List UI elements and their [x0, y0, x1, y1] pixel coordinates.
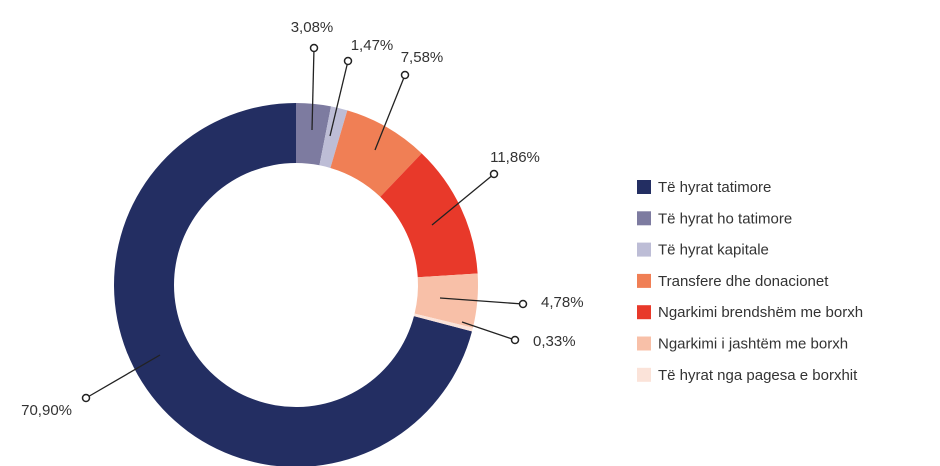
- leader-line: [374, 74, 406, 151]
- legend-swatch: [637, 242, 651, 257]
- leader-dot: [343, 56, 353, 66]
- leader-dot: [518, 299, 528, 309]
- data-label: 0,33%: [533, 333, 576, 350]
- legend-swatch: [637, 180, 651, 194]
- legend-label: Ngarkimi i jashtëm me borxh: [658, 335, 848, 352]
- leader-dot: [400, 70, 410, 80]
- data-label: 7,58%: [401, 49, 444, 66]
- slice: [296, 103, 332, 166]
- data-label: 3,08%: [291, 19, 334, 36]
- slice: [114, 103, 472, 466]
- legend-label: Të hyrat tatimore: [658, 179, 771, 196]
- leader-line: [439, 297, 524, 305]
- leader-line: [431, 173, 495, 226]
- leader-line: [311, 47, 315, 131]
- legend-swatch: [637, 273, 651, 288]
- legend-swatch: [637, 305, 651, 320]
- leader-dot: [489, 169, 499, 179]
- data-label: 4,78%: [541, 294, 584, 311]
- slice: [330, 110, 422, 197]
- legend-swatch: [637, 211, 651, 226]
- slice: [414, 273, 478, 328]
- legend-label: Transfere dhe donacionet: [658, 273, 829, 290]
- data-label: 1,47%: [351, 37, 394, 54]
- leader-dot: [510, 335, 520, 345]
- leader-line: [329, 60, 349, 137]
- legend-label: Të hyrat nga pagesa e borxhit: [658, 367, 858, 384]
- data-label: 70,90%: [21, 402, 72, 419]
- legend-label: Të hyrat kapitale: [658, 242, 769, 259]
- leader-line: [461, 321, 516, 341]
- slice: [413, 313, 473, 332]
- legend-label: Të hyrat ho tatimore: [658, 210, 792, 227]
- data-label: 11,86%: [490, 149, 540, 166]
- slice: [380, 153, 478, 278]
- leader-dot: [309, 43, 319, 53]
- legend-label: Ngarkimi brendshëm me borxh: [658, 304, 863, 321]
- leader-dot: [81, 393, 91, 403]
- leader-line: [85, 354, 161, 399]
- legend-swatch: [637, 367, 651, 382]
- slice: [319, 106, 348, 168]
- legend-swatch: [637, 336, 651, 351]
